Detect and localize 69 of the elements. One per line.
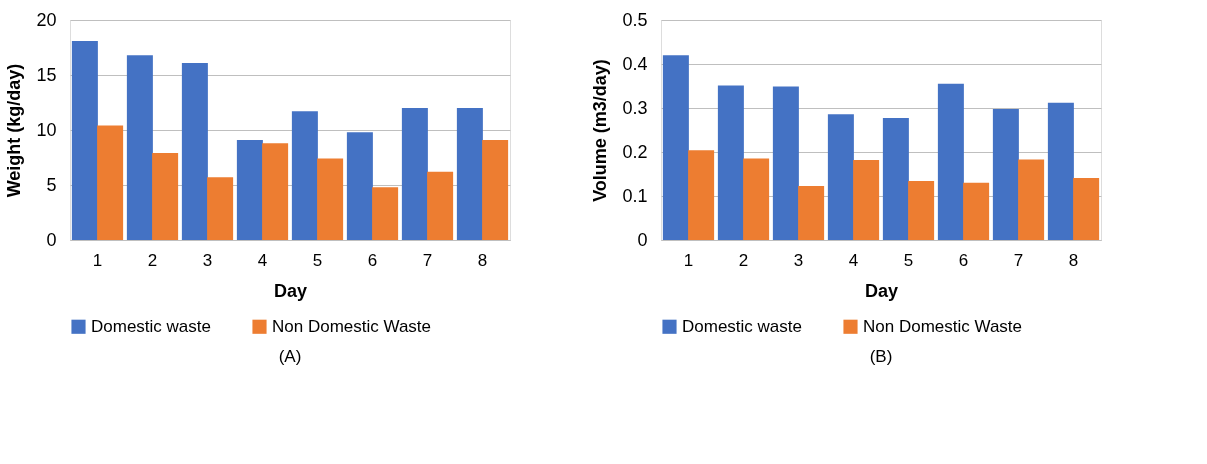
bar [882,118,909,240]
legend-label: Non Domestic Waste [272,316,432,336]
x-axis-title: Day [864,280,899,301]
x-tick-label: 7 [1013,250,1024,270]
y-axis-title: Volume (m3/day) [590,59,611,202]
y-tick-label: 0 [46,229,57,250]
x-tick-label: 3 [202,250,213,270]
legend-label: Domestic waste [91,316,211,336]
y-tick-label: 15 [36,64,57,85]
bar [1047,102,1074,240]
y-tick-label: 0 [637,229,648,250]
bar [97,125,124,240]
bar [662,55,689,240]
bar [688,150,715,240]
bar [743,158,770,240]
bar [427,171,454,240]
bar [798,185,825,240]
x-tick-label: 7 [422,250,433,270]
text: (A) [278,347,302,366]
bar [317,158,344,240]
x-tick-label: 5 [903,250,914,270]
x-tick-label: 4 [257,250,268,270]
x-tick-label: 2 [147,250,158,270]
x-tick-label: 1 [92,250,103,270]
y-tick-label: 0.2 [622,141,648,162]
x-tick-label: 6 [958,250,969,270]
y-axis-title: Weight (kg/day) [4,63,25,198]
y-tick-label: 0.1 [622,185,648,206]
bar [291,111,318,240]
y-tick-label: 0.3 [622,97,648,118]
y-tick-label: 10 [36,119,57,140]
y-tick-label: 5 [46,174,57,195]
y-tick-label: 20 [36,9,57,30]
bar [853,159,880,240]
bar [456,108,483,240]
x-tick-label: 8 [1068,250,1079,270]
bar [482,139,509,240]
bar [236,139,263,240]
bar [772,86,799,240]
bar [262,143,289,240]
x-tick-label: 1 [683,250,694,270]
bar [992,108,1019,240]
bar [207,177,234,240]
x-tick-label: 3 [793,250,804,270]
bar [937,83,964,240]
bar [1073,177,1100,240]
text: (B) [869,347,893,366]
x-axis-title: Day [273,280,308,301]
y-tick-label: 0.5 [622,9,648,30]
bar [126,55,153,240]
x-tick-label: 2 [738,250,749,270]
bar [71,40,98,240]
bar [346,132,373,240]
bar [401,108,428,240]
bar [717,85,744,240]
bar [908,181,935,240]
legend-label: Domestic waste [682,316,802,336]
bar [827,114,854,240]
bar [1018,159,1045,240]
bar [372,187,399,240]
x-tick-label: 5 [312,250,323,270]
y-tick-label: 0.4 [622,53,648,74]
x-tick-label: 4 [848,250,859,270]
bar [963,182,990,240]
x-tick-label: 8 [477,250,488,270]
legend-label: Non Domestic Waste [863,316,1023,336]
bar [152,153,179,240]
x-tick-label: 6 [367,250,378,270]
bar [181,62,208,240]
